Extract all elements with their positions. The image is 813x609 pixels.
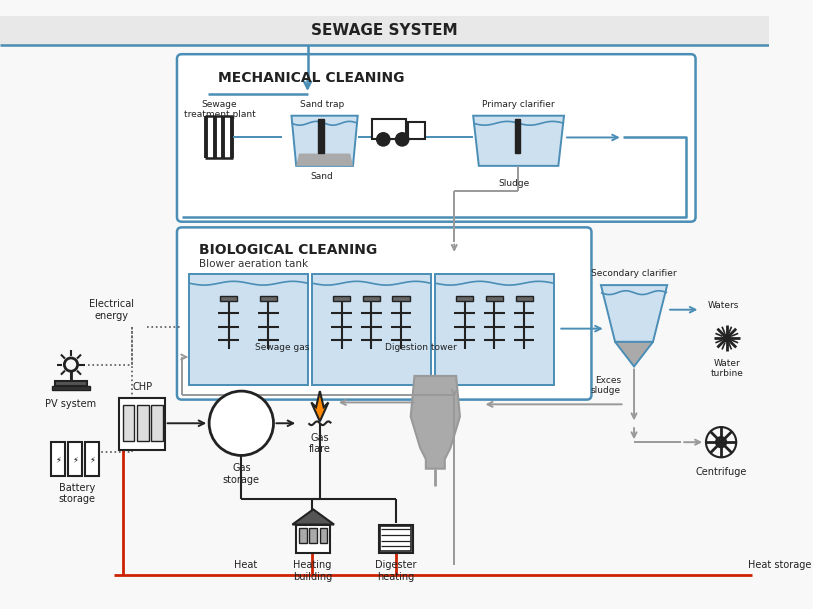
Circle shape bbox=[376, 133, 390, 146]
Text: CHP: CHP bbox=[133, 382, 153, 392]
Text: Sludge: Sludge bbox=[498, 179, 529, 188]
Polygon shape bbox=[293, 509, 334, 524]
FancyBboxPatch shape bbox=[299, 528, 307, 543]
Text: Heat storage: Heat storage bbox=[748, 560, 811, 570]
FancyBboxPatch shape bbox=[393, 297, 410, 301]
FancyBboxPatch shape bbox=[259, 297, 276, 301]
FancyBboxPatch shape bbox=[177, 54, 696, 222]
Text: SEWAGE SYSTEM: SEWAGE SYSTEM bbox=[311, 23, 458, 38]
FancyBboxPatch shape bbox=[379, 524, 413, 553]
Text: Water
turbine: Water turbine bbox=[711, 359, 743, 378]
FancyBboxPatch shape bbox=[120, 398, 165, 450]
FancyBboxPatch shape bbox=[296, 524, 330, 553]
FancyBboxPatch shape bbox=[189, 273, 307, 385]
FancyBboxPatch shape bbox=[123, 405, 134, 442]
Text: Electrical
energy: Electrical energy bbox=[89, 299, 134, 320]
Text: Digester
heating: Digester heating bbox=[375, 560, 416, 582]
FancyBboxPatch shape bbox=[151, 405, 163, 442]
FancyBboxPatch shape bbox=[52, 386, 90, 390]
Text: Gas
flare: Gas flare bbox=[309, 433, 331, 454]
Polygon shape bbox=[311, 391, 328, 421]
Polygon shape bbox=[292, 116, 358, 166]
FancyBboxPatch shape bbox=[408, 122, 425, 139]
Text: ⚡: ⚡ bbox=[55, 455, 61, 463]
FancyBboxPatch shape bbox=[515, 297, 533, 301]
Text: Digestion tower: Digestion tower bbox=[385, 343, 457, 352]
Text: Sand trap: Sand trap bbox=[300, 100, 344, 108]
Text: Heating
building: Heating building bbox=[293, 560, 332, 582]
Text: Gas
storage: Gas storage bbox=[223, 463, 260, 485]
FancyBboxPatch shape bbox=[363, 297, 380, 301]
FancyBboxPatch shape bbox=[310, 528, 317, 543]
Circle shape bbox=[396, 133, 409, 146]
Polygon shape bbox=[473, 116, 564, 166]
Text: Secondary clarifier: Secondary clarifier bbox=[591, 269, 677, 278]
FancyBboxPatch shape bbox=[85, 442, 99, 476]
FancyBboxPatch shape bbox=[55, 381, 87, 386]
FancyBboxPatch shape bbox=[515, 119, 520, 153]
Polygon shape bbox=[296, 153, 353, 166]
FancyBboxPatch shape bbox=[456, 297, 473, 301]
Text: ⚡: ⚡ bbox=[89, 455, 95, 463]
FancyBboxPatch shape bbox=[435, 273, 554, 385]
Circle shape bbox=[723, 334, 731, 342]
FancyBboxPatch shape bbox=[68, 442, 82, 476]
FancyBboxPatch shape bbox=[318, 119, 324, 153]
Text: Sewage
treatment plant: Sewage treatment plant bbox=[184, 100, 255, 119]
Text: Heat: Heat bbox=[234, 560, 258, 570]
Text: Waters: Waters bbox=[708, 301, 739, 311]
Polygon shape bbox=[601, 285, 667, 342]
Text: Centrifuge: Centrifuge bbox=[695, 466, 747, 477]
Circle shape bbox=[209, 391, 273, 456]
FancyBboxPatch shape bbox=[51, 442, 65, 476]
FancyBboxPatch shape bbox=[372, 119, 406, 139]
Polygon shape bbox=[615, 342, 653, 367]
FancyBboxPatch shape bbox=[0, 16, 769, 44]
FancyBboxPatch shape bbox=[137, 405, 149, 442]
Text: Blower aeration tank: Blower aeration tank bbox=[198, 259, 308, 269]
Text: MECHANICAL CLEANING: MECHANICAL CLEANING bbox=[218, 71, 404, 85]
Polygon shape bbox=[411, 376, 460, 469]
Text: Exces
sludge: Exces sludge bbox=[591, 376, 621, 395]
Text: Battery
storage: Battery storage bbox=[59, 483, 95, 504]
FancyBboxPatch shape bbox=[220, 297, 237, 301]
Text: Sand: Sand bbox=[311, 172, 333, 181]
Text: BIOLOGICAL CLEANING: BIOLOGICAL CLEANING bbox=[198, 244, 377, 258]
FancyBboxPatch shape bbox=[312, 273, 431, 385]
FancyBboxPatch shape bbox=[333, 297, 350, 301]
FancyBboxPatch shape bbox=[320, 528, 328, 543]
Text: Sewage gas: Sewage gas bbox=[254, 343, 309, 352]
FancyBboxPatch shape bbox=[486, 297, 503, 301]
Text: ⚡: ⚡ bbox=[72, 455, 78, 463]
Text: PV system: PV system bbox=[46, 399, 97, 409]
FancyBboxPatch shape bbox=[177, 227, 591, 400]
Text: Primary clarifier: Primary clarifier bbox=[482, 100, 555, 108]
